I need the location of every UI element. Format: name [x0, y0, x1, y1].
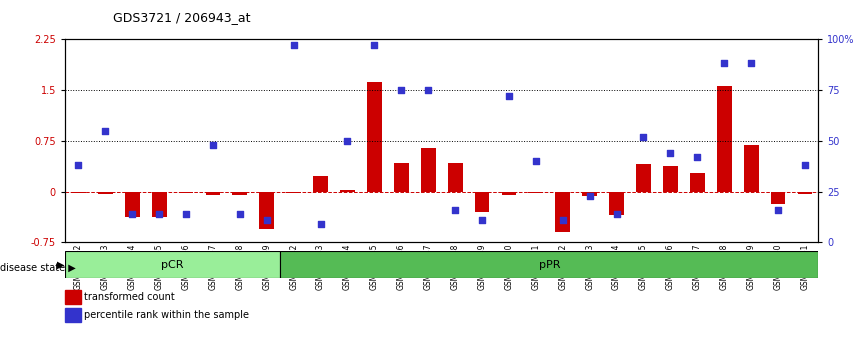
Point: [717, 61, 731, 66]
Bar: [205, 192, 220, 195]
Point: [340, 138, 354, 144]
Point: [637, 134, 650, 139]
Point: [798, 162, 811, 168]
Bar: [501, 192, 516, 195]
Point: [449, 207, 462, 213]
Bar: [475, 192, 489, 212]
Bar: [259, 192, 275, 229]
Bar: [367, 82, 382, 192]
Bar: [152, 192, 166, 217]
Point: [367, 42, 381, 48]
Bar: [313, 176, 328, 192]
Bar: [281, 251, 818, 278]
Bar: [232, 192, 248, 195]
Point: [260, 217, 274, 223]
Point: [744, 61, 758, 66]
Bar: [287, 192, 301, 193]
Bar: [528, 192, 543, 193]
Point: [502, 93, 516, 99]
Point: [690, 154, 704, 160]
Point: [771, 207, 785, 213]
Point: [421, 87, 435, 93]
Bar: [125, 192, 139, 217]
Point: [206, 142, 220, 148]
Bar: [636, 165, 651, 192]
Bar: [582, 192, 597, 196]
Point: [233, 211, 247, 217]
Bar: [340, 190, 355, 192]
Text: disease state ▶: disease state ▶: [0, 262, 75, 272]
Text: transformed count: transformed count: [84, 292, 175, 302]
Bar: [98, 192, 113, 194]
Text: percentile rank within the sample: percentile rank within the sample: [84, 310, 249, 320]
Bar: [798, 192, 812, 194]
Bar: [448, 163, 462, 192]
Bar: [421, 148, 436, 192]
Bar: [690, 173, 705, 192]
Bar: [663, 166, 678, 192]
Point: [152, 211, 166, 217]
Bar: [771, 192, 785, 204]
Point: [72, 162, 86, 168]
Point: [583, 193, 597, 199]
Point: [475, 217, 489, 223]
Point: [394, 87, 408, 93]
Bar: [609, 192, 624, 215]
Bar: [717, 86, 732, 192]
Bar: [65, 251, 281, 278]
Bar: [394, 163, 409, 192]
Text: ▶: ▶: [57, 259, 65, 270]
Text: pCR: pCR: [161, 259, 184, 270]
Bar: [744, 145, 759, 192]
Bar: [178, 192, 193, 193]
Point: [99, 128, 113, 133]
Bar: [555, 192, 570, 232]
Bar: [71, 192, 86, 193]
Point: [179, 211, 193, 217]
Point: [610, 211, 624, 217]
Point: [529, 158, 543, 164]
Point: [287, 42, 301, 48]
Point: [126, 211, 139, 217]
Point: [556, 217, 570, 223]
Point: [313, 221, 327, 227]
Text: GDS3721 / 206943_at: GDS3721 / 206943_at: [113, 11, 250, 24]
Point: [663, 150, 677, 156]
Text: pPR: pPR: [539, 259, 560, 270]
